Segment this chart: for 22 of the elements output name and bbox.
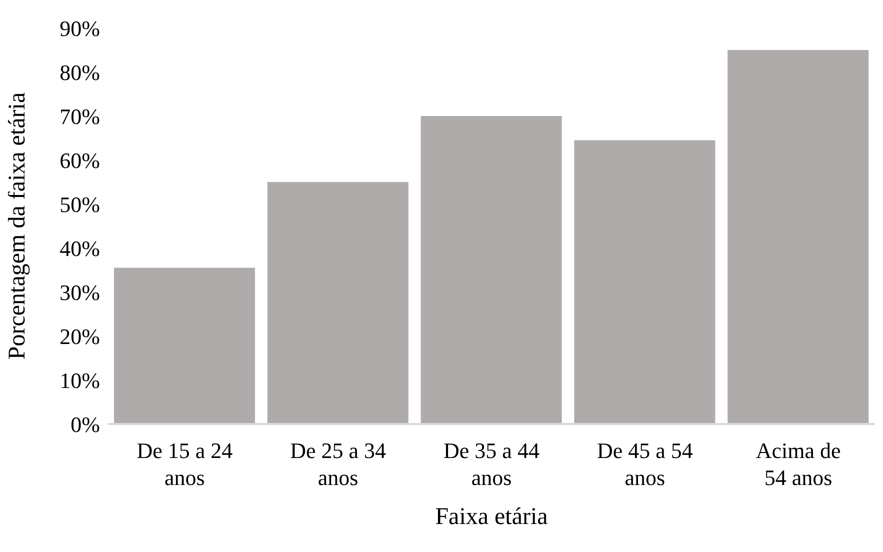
y-tick-label: 20% <box>60 324 100 349</box>
x-tick-label: De 15 a 24 anos <box>136 438 233 490</box>
bar <box>728 50 869 424</box>
bar <box>420 116 562 424</box>
bar <box>574 140 716 424</box>
x-tick-label: De 45 a 54 anos <box>596 438 693 490</box>
y-tick-label: 70% <box>60 104 100 129</box>
y-tick-label: 10% <box>60 368 100 393</box>
x-tick-label: De 25 a 34 anos <box>290 438 386 490</box>
x-tick-label: De 35 a 44 anos <box>444 438 540 490</box>
y-axis-title: Porcentagem da faixa etária <box>4 92 31 360</box>
bar <box>267 182 408 424</box>
y-tick-label: 60% <box>60 148 100 173</box>
y-tick-label: 30% <box>60 280 100 305</box>
x-axis-title: Faixa etária <box>435 504 548 530</box>
y-tick-label: 50% <box>60 192 100 217</box>
y-tick-label: 0% <box>70 412 100 437</box>
y-tick-label: 90% <box>60 16 100 41</box>
bar <box>114 268 255 424</box>
x-tick-label: Acima de 54 anos <box>756 438 841 490</box>
y-tick-label: 40% <box>60 236 100 261</box>
y-tick-label: 80% <box>60 60 100 85</box>
